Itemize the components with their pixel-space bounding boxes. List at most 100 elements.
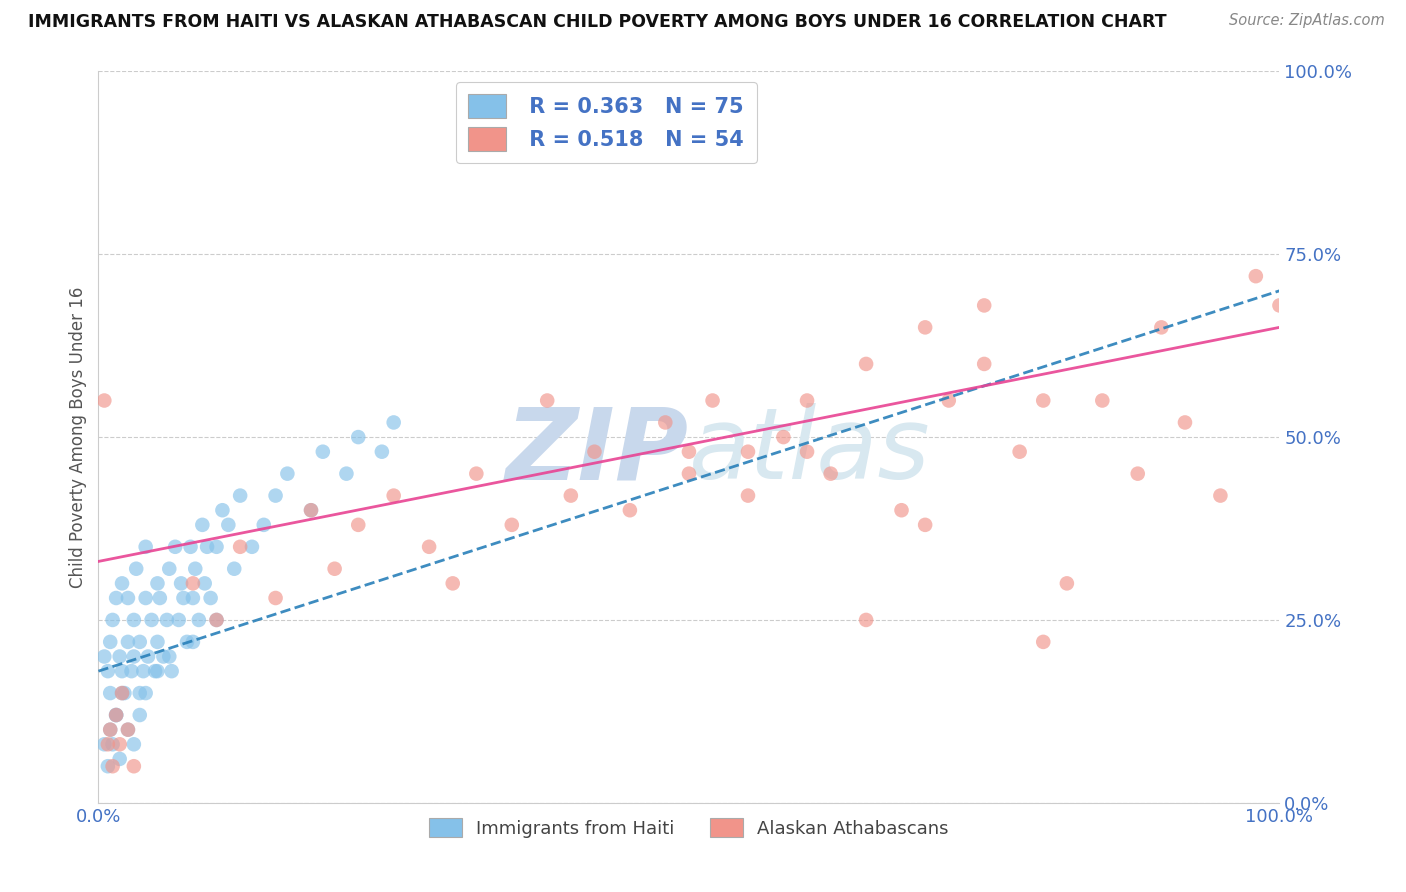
Point <box>560 489 582 503</box>
Point <box>299 503 322 517</box>
Point <box>128 708 150 723</box>
Point <box>122 759 145 773</box>
Point <box>132 664 155 678</box>
Point <box>108 752 131 766</box>
Point <box>796 393 818 408</box>
Point <box>654 416 676 430</box>
Point <box>1150 320 1173 334</box>
Point <box>855 613 877 627</box>
Point <box>737 489 759 503</box>
Point <box>264 489 287 503</box>
Point <box>191 517 214 532</box>
Point <box>157 562 180 576</box>
Point <box>117 723 139 737</box>
Point <box>820 467 842 481</box>
Point <box>135 591 157 605</box>
Point <box>111 664 134 678</box>
Point <box>796 444 818 458</box>
Point <box>264 591 287 605</box>
Point <box>890 503 912 517</box>
Point <box>141 613 163 627</box>
Point <box>914 320 936 334</box>
Point <box>229 489 252 503</box>
Point <box>1174 416 1197 430</box>
Text: IMMIGRANTS FROM HAITI VS ALASKAN ATHABASCAN CHILD POVERTY AMONG BOYS UNDER 16 CO: IMMIGRANTS FROM HAITI VS ALASKAN ATHABAS… <box>28 13 1167 31</box>
Point <box>128 635 150 649</box>
Point <box>184 562 207 576</box>
Point <box>101 613 124 627</box>
Point <box>323 562 346 576</box>
Point <box>200 591 222 605</box>
Point <box>170 576 193 591</box>
Point <box>347 430 370 444</box>
Point <box>501 517 523 532</box>
Point <box>157 649 180 664</box>
Point <box>93 393 115 408</box>
Point <box>111 686 134 700</box>
Point <box>176 635 198 649</box>
Point <box>973 298 995 312</box>
Point <box>205 540 228 554</box>
Point <box>205 613 228 627</box>
Text: ZIP: ZIP <box>506 403 689 500</box>
Point <box>312 444 335 458</box>
Point <box>619 503 641 517</box>
Point <box>1056 576 1078 591</box>
Point <box>105 708 128 723</box>
Point <box>702 393 724 408</box>
Point <box>181 576 204 591</box>
Point <box>1032 635 1054 649</box>
Point <box>299 503 322 517</box>
Point <box>105 708 128 723</box>
Point <box>146 635 169 649</box>
Point <box>678 444 700 458</box>
Point <box>135 540 157 554</box>
Point <box>149 591 172 605</box>
Point <box>229 540 252 554</box>
Point <box>938 393 960 408</box>
Point <box>122 737 145 751</box>
Point <box>125 562 148 576</box>
Point <box>97 737 120 751</box>
Point <box>112 686 135 700</box>
Point <box>156 613 179 627</box>
Point <box>111 576 134 591</box>
Point <box>181 591 204 605</box>
Point <box>276 467 298 481</box>
Point <box>117 591 139 605</box>
Point <box>98 635 121 649</box>
Point <box>105 591 128 605</box>
Legend: Immigrants from Haiti, Alaskan Athabascans: Immigrants from Haiti, Alaskan Athabasca… <box>422 811 956 845</box>
Point <box>1126 467 1149 481</box>
Point <box>108 737 131 751</box>
Point <box>97 759 120 773</box>
Point <box>1268 298 1291 312</box>
Point <box>122 613 145 627</box>
Point <box>772 430 794 444</box>
Point <box>973 357 995 371</box>
Point <box>180 540 202 554</box>
Text: Source: ZipAtlas.com: Source: ZipAtlas.com <box>1229 13 1385 29</box>
Y-axis label: Child Poverty Among Boys Under 16: Child Poverty Among Boys Under 16 <box>69 286 87 588</box>
Point <box>93 737 115 751</box>
Point <box>146 664 169 678</box>
Point <box>128 686 150 700</box>
Point <box>465 467 488 481</box>
Point <box>187 613 209 627</box>
Point <box>678 467 700 481</box>
Point <box>583 444 606 458</box>
Point <box>136 649 159 664</box>
Point <box>382 416 405 430</box>
Point <box>418 540 440 554</box>
Point <box>98 723 121 737</box>
Point <box>347 517 370 532</box>
Point <box>93 649 115 664</box>
Point <box>167 613 190 627</box>
Point <box>855 357 877 371</box>
Point <box>117 635 139 649</box>
Point <box>105 708 128 723</box>
Point <box>224 562 246 576</box>
Point <box>536 393 558 408</box>
Point <box>152 649 174 664</box>
Point <box>382 489 405 503</box>
